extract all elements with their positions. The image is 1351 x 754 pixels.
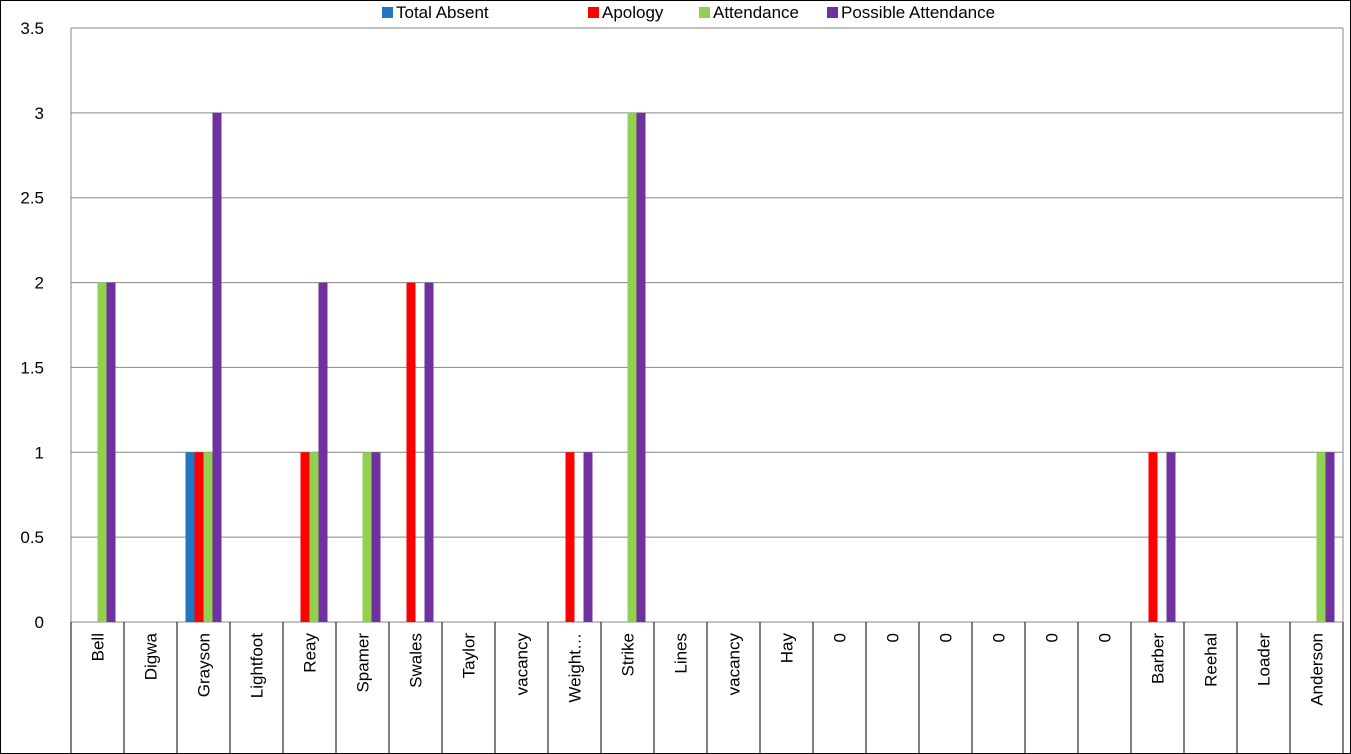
bar [185, 452, 195, 622]
x-category-label: Grayson [195, 633, 214, 697]
bar [406, 282, 416, 622]
x-category-label: Swales [407, 633, 426, 688]
x-category-label: Digwa [142, 632, 161, 680]
bar-series-group [97, 112, 1335, 622]
x-category-label: Barber [1149, 633, 1168, 684]
x-category-label: 0 [831, 633, 850, 642]
x-category-label: Taylor [460, 633, 479, 679]
bar [318, 282, 328, 622]
legend-swatch [382, 7, 393, 18]
legend-label: Total Absent [396, 3, 489, 22]
x-category-label: Hay [778, 633, 797, 664]
x-category-label: Lines [672, 633, 691, 674]
x-category-label: 0 [884, 633, 903, 642]
x-category-label: vacancy [725, 633, 744, 696]
x-category-label: vacancy [513, 633, 532, 696]
y-tick-label: 2.5 [20, 189, 44, 208]
bar [1148, 452, 1158, 622]
x-category-label: 0 [937, 633, 956, 642]
bar [1316, 452, 1326, 622]
legend-swatch [699, 7, 710, 18]
legend-label: Attendance [713, 3, 799, 22]
legend-label: Apology [602, 3, 664, 22]
bar [203, 452, 213, 622]
x-category-label: Loader [1255, 633, 1274, 686]
bar [1166, 452, 1176, 622]
bar [212, 112, 222, 622]
bar [636, 112, 646, 622]
x-category-label: Reehal [1202, 633, 1221, 687]
y-tick-label: 3 [35, 104, 44, 123]
bar [194, 452, 204, 622]
x-category-label: Reay [301, 633, 320, 673]
y-tick-label: 0 [35, 613, 44, 632]
legend-swatch [827, 7, 838, 18]
y-tick-label: 1.5 [20, 358, 44, 377]
legend-swatch [588, 7, 599, 18]
bar [583, 452, 593, 622]
x-category-label: 0 [1096, 633, 1115, 642]
bar [106, 282, 116, 622]
bar [371, 452, 381, 622]
x-category-label: Bell [89, 633, 108, 661]
legend-label: Possible Attendance [841, 3, 995, 22]
bar [362, 452, 372, 622]
x-category-label: Anderson [1308, 633, 1327, 706]
bar [627, 112, 637, 622]
y-axis-tick-labels: 0 0.5 1 1.5 2 2.5 3 3.5 [20, 19, 44, 632]
bar [424, 282, 434, 622]
bar [1325, 452, 1335, 622]
y-tick-label: 3.5 [20, 19, 44, 38]
x-category-label: Spamer [354, 633, 373, 693]
x-category-label: Lightfoot [248, 633, 267, 698]
x-category-label: Weight… [566, 633, 585, 703]
category-table [70, 622, 1344, 753]
legend: Total Absent Apology Attendance Possible At… [382, 3, 995, 22]
y-tick-label: 0.5 [20, 528, 44, 547]
bar [300, 452, 310, 622]
x-category-label: 0 [990, 633, 1009, 642]
x-category-label: 0 [1043, 633, 1062, 642]
x-axis-category-labels: Bell Digwa Grayson Lightfoot Reay Spamer Swale… [89, 632, 1327, 705]
y-tick-label: 1 [35, 443, 44, 462]
bar [565, 452, 575, 622]
bar [97, 282, 107, 622]
x-category-label: Strike [619, 633, 638, 676]
y-tick-label: 2 [35, 274, 44, 293]
bar [309, 452, 319, 622]
